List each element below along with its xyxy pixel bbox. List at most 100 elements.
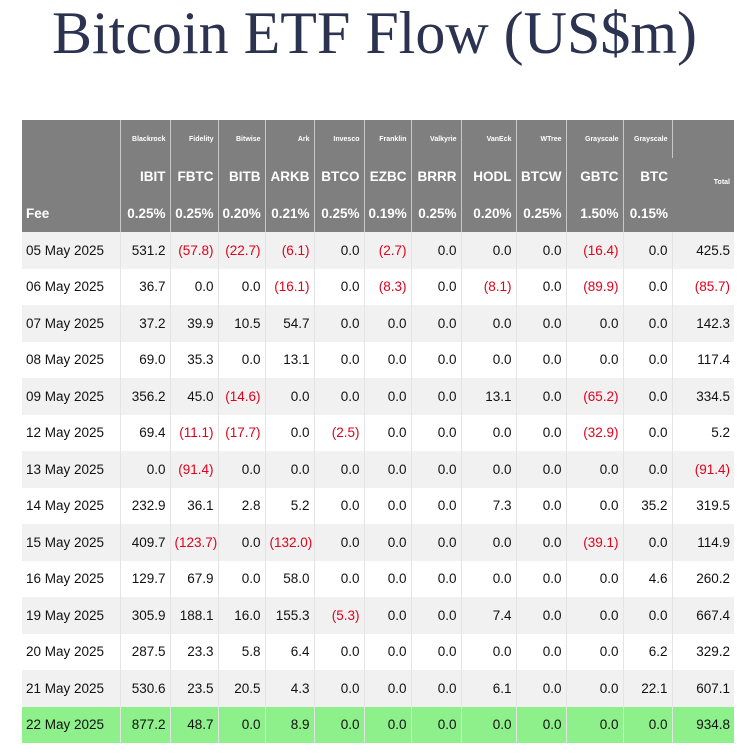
flow-cell: 0.0 bbox=[265, 378, 315, 415]
flow-cell: 0.0 bbox=[566, 305, 624, 342]
flow-cell: 0.0 bbox=[516, 378, 567, 415]
flow-cell: (91.4) bbox=[170, 451, 219, 488]
flow-cell: 0.0 bbox=[411, 341, 462, 378]
flow-cell: 5.2 bbox=[265, 487, 315, 524]
flow-cell: 2.8 bbox=[218, 487, 266, 524]
flow-cell: 0.0 bbox=[314, 268, 365, 305]
flow-cell: 0.0 bbox=[218, 451, 266, 488]
total-cell: 329.2 bbox=[696, 644, 730, 660]
flow-cell: 48.7 bbox=[170, 706, 219, 743]
flow-cell: 0.0 bbox=[411, 487, 462, 524]
flow-cell: 23.3 bbox=[170, 633, 219, 670]
flow-cell: 0.0 bbox=[461, 706, 517, 743]
flow-cell: 409.7 bbox=[120, 524, 171, 561]
table-row: 19 May 2025 305.9 188.1 16.0 155.3 (5.3) 0.0 0.… bbox=[22, 597, 734, 634]
flow-cell: 0.0 bbox=[364, 487, 412, 524]
flow-cell: 0.0 bbox=[314, 670, 365, 707]
flow-cell: 0.0 bbox=[314, 524, 365, 561]
flow-cell: 5.8 bbox=[218, 633, 266, 670]
flow-cell: 0.0 bbox=[411, 305, 462, 342]
total-cell: 142.3 bbox=[672, 305, 734, 342]
fee-value: 0.20% bbox=[218, 195, 266, 232]
total-cell: 934.8 bbox=[672, 706, 734, 743]
row-date: 16 May 2025 bbox=[22, 560, 121, 597]
table-row: 06 May 2025 36.7 0.0 0.0 (16.1) 0.0 (8.3) 0.0 (8… bbox=[22, 268, 734, 305]
flow-cell: 0.0 bbox=[364, 670, 412, 707]
flow-cell: 0.0 bbox=[411, 268, 462, 305]
fee-value: 0.15% bbox=[623, 195, 672, 232]
flow-cell: 0.0 bbox=[411, 378, 462, 415]
flow-cell: 0.0 bbox=[364, 560, 412, 597]
flow-cell: 305.9 bbox=[120, 597, 171, 634]
issuer-label: Valkyrie bbox=[411, 120, 462, 158]
row-date: 08 May 2025 bbox=[22, 341, 121, 378]
flow-cell: 0.0 bbox=[566, 341, 624, 378]
fee-value: 0.25% bbox=[120, 195, 171, 232]
flow-cell: 0.0 bbox=[314, 560, 365, 597]
row-date: 07 May 2025 bbox=[22, 305, 121, 342]
ticker-label: BITB bbox=[218, 158, 266, 195]
flow-cell: 8.9 bbox=[265, 706, 315, 743]
row-date: 19 May 2025 bbox=[22, 597, 121, 634]
ticker-label: ARKB bbox=[265, 158, 315, 195]
issuer-label: Bitwise bbox=[218, 120, 266, 158]
flow-cell: 0.0 bbox=[461, 451, 517, 488]
table-row: 22 May 2025 877.2 48.7 0.0 8.9 0.0 0.0 0.0 0.0 0.… bbox=[22, 706, 734, 743]
flow-cell: 0.0 bbox=[566, 597, 624, 634]
flow-cell: 0.0 bbox=[623, 268, 673, 305]
etf-flow-table: Blackrock Fidelity Bitwise Ark Invesco Frankl… bbox=[22, 120, 734, 743]
flow-cell: (65.2) bbox=[566, 378, 624, 415]
flow-cell: 13.1 bbox=[265, 341, 315, 378]
issuer-label: Invesco bbox=[314, 120, 365, 158]
flow-cell: 0.0 bbox=[566, 451, 624, 488]
row-date: 05 May 2025 bbox=[22, 232, 121, 269]
flow-cell: 0.0 bbox=[411, 706, 462, 743]
row-date: 15 May 2025 bbox=[22, 524, 121, 561]
flow-cell: 0.0 bbox=[364, 633, 412, 670]
flow-cell: 0.0 bbox=[623, 414, 673, 451]
flow-cell: 0.0 bbox=[314, 633, 365, 670]
fee-label: Fee bbox=[22, 195, 121, 232]
flow-cell: 0.0 bbox=[461, 341, 517, 378]
flow-cell: 0.0 bbox=[566, 706, 624, 743]
flow-cell: 0.0 bbox=[516, 597, 567, 634]
flow-cell: 45.0 bbox=[170, 378, 219, 415]
flow-cell: (14.6) bbox=[218, 378, 266, 415]
flow-cell: 0.0 bbox=[314, 232, 365, 269]
flow-cell: 0.0 bbox=[623, 305, 673, 342]
flow-cell: 356.2 bbox=[120, 378, 171, 415]
flow-cell: 0.0 bbox=[314, 706, 365, 743]
flow-cell: 0.0 bbox=[461, 232, 517, 269]
flow-cell: (89.9) bbox=[566, 268, 624, 305]
total-cell: 607.1 bbox=[672, 670, 734, 707]
flow-cell: 6.1 bbox=[461, 670, 517, 707]
flow-cell: 0.0 bbox=[364, 451, 412, 488]
flow-cell: 0.0 bbox=[120, 451, 171, 488]
table-row: 05 May 2025 531.2 (57.8) (22.7) (6.1) 0.0 (2.7… bbox=[22, 232, 734, 269]
flow-cell: 0.0 bbox=[623, 451, 673, 488]
issuer-header-row: Blackrock Fidelity Bitwise Ark Invesco Frankl… bbox=[22, 120, 734, 232]
issuer-label: Grayscale bbox=[566, 120, 624, 158]
flow-cell: 0.0 bbox=[516, 341, 567, 378]
flow-cell: 232.9 bbox=[120, 487, 171, 524]
fee-value: 1.50% bbox=[566, 195, 624, 232]
flow-cell: 0.0 bbox=[411, 597, 462, 634]
flow-cell: (11.1) bbox=[170, 414, 219, 451]
ticker-label: BTCO bbox=[314, 158, 365, 195]
row-date: 21 May 2025 bbox=[22, 670, 121, 707]
flow-cell: 0.0 bbox=[461, 305, 517, 342]
header-corner bbox=[22, 158, 121, 195]
flow-cell: 129.7 bbox=[120, 560, 171, 597]
issuer-label: Ark bbox=[265, 120, 315, 158]
header-corner bbox=[22, 120, 121, 158]
flow-cell: 0.0 bbox=[566, 633, 624, 670]
flow-cell: 0.0 bbox=[364, 414, 412, 451]
flow-cell: 0.0 bbox=[364, 378, 412, 415]
flow-cell: 0.0 bbox=[411, 232, 462, 269]
flow-cell: 0.0 bbox=[623, 597, 673, 634]
flow-cell: 877.2 bbox=[120, 706, 171, 743]
flow-cell: 0.0 bbox=[623, 232, 673, 269]
flow-cell: 0.0 bbox=[364, 341, 412, 378]
table-row: 20 May 2025 287.5 23.3 5.8 6.4 0.0 0.0 0.0 0.0 0.… bbox=[22, 633, 734, 670]
flow-cell: 0.0 bbox=[411, 414, 462, 451]
